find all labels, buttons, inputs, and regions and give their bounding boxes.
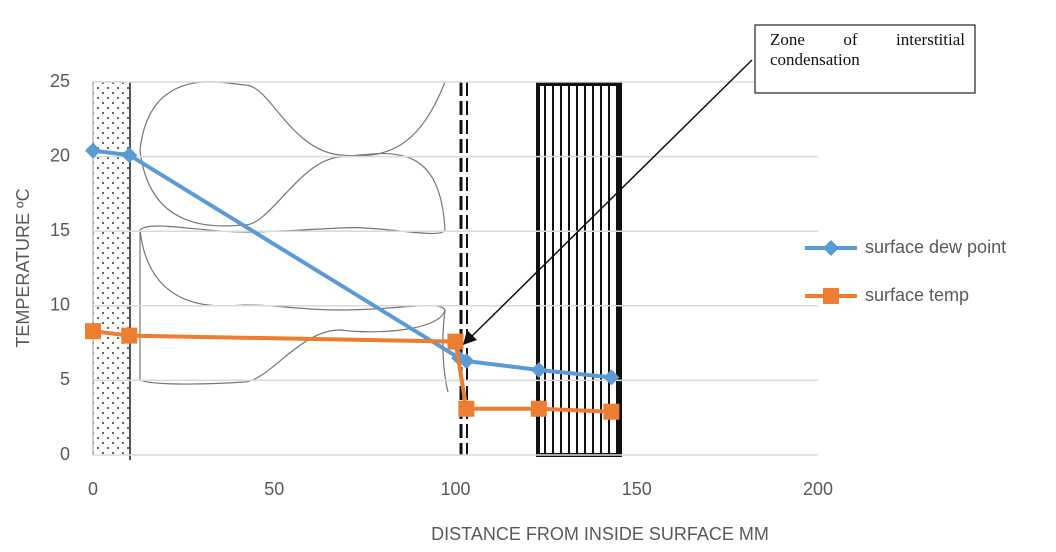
x-tick-label: 200 bbox=[803, 479, 833, 499]
legend-symbol bbox=[823, 240, 839, 256]
plot-area bbox=[85, 142, 620, 420]
x-tick-label: 150 bbox=[622, 479, 652, 499]
data-point bbox=[121, 327, 138, 344]
annotation: Zone of interstitial condensation bbox=[770, 30, 965, 69]
grid bbox=[93, 81, 818, 456]
data-point bbox=[85, 323, 101, 340]
legend-marker bbox=[823, 240, 839, 256]
legend-symbol bbox=[823, 288, 839, 304]
data-point bbox=[603, 369, 620, 386]
legend-label: surface dew point bbox=[865, 237, 1006, 257]
data-point bbox=[603, 403, 620, 420]
insulation-curves bbox=[139, 81, 449, 393]
x-tick-label: 0 bbox=[88, 479, 98, 499]
data-point bbox=[85, 142, 101, 159]
arrow-head bbox=[463, 330, 477, 345]
y-axis-title: TEMPERATURE ºC bbox=[13, 188, 33, 347]
data-point bbox=[530, 361, 547, 378]
y-tick-label: 5 bbox=[60, 369, 70, 389]
series-line bbox=[92, 148, 612, 380]
brick-layer bbox=[536, 82, 622, 457]
wall-layers bbox=[92, 81, 622, 460]
data-point bbox=[458, 400, 475, 417]
data-point bbox=[447, 333, 464, 350]
legend-marker bbox=[823, 288, 839, 304]
y-tick-label: 25 bbox=[50, 71, 70, 91]
data-point bbox=[121, 147, 138, 164]
x-tick-label: 100 bbox=[440, 479, 470, 499]
data-point bbox=[458, 353, 475, 370]
x-tick-label: 50 bbox=[264, 479, 284, 499]
y-tick-label: 20 bbox=[50, 145, 70, 165]
x-axis-title: DISTANCE FROM INSIDE SURFACE MM bbox=[431, 524, 769, 544]
data-point bbox=[530, 400, 547, 417]
y-tick-label: 10 bbox=[50, 295, 70, 315]
annotation-arrow bbox=[469, 59, 753, 339]
annotation-wrapper: Zone of interstitial condensation bbox=[770, 30, 965, 69]
y-tick-label: 15 bbox=[50, 220, 70, 240]
annotation-box bbox=[754, 24, 976, 94]
plaster-layer bbox=[92, 81, 131, 456]
legend-label: surface temp bbox=[865, 285, 969, 305]
y-tick-label: 0 bbox=[60, 444, 70, 464]
